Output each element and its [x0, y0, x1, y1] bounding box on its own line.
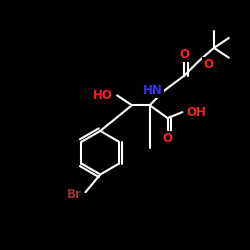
Text: O: O [162, 132, 172, 145]
Text: HN: HN [143, 84, 163, 97]
Text: OH: OH [186, 106, 206, 119]
Text: O: O [179, 48, 189, 61]
Text: O: O [203, 58, 213, 71]
Text: HO: HO [93, 89, 113, 102]
Text: Br: Br [66, 188, 82, 201]
